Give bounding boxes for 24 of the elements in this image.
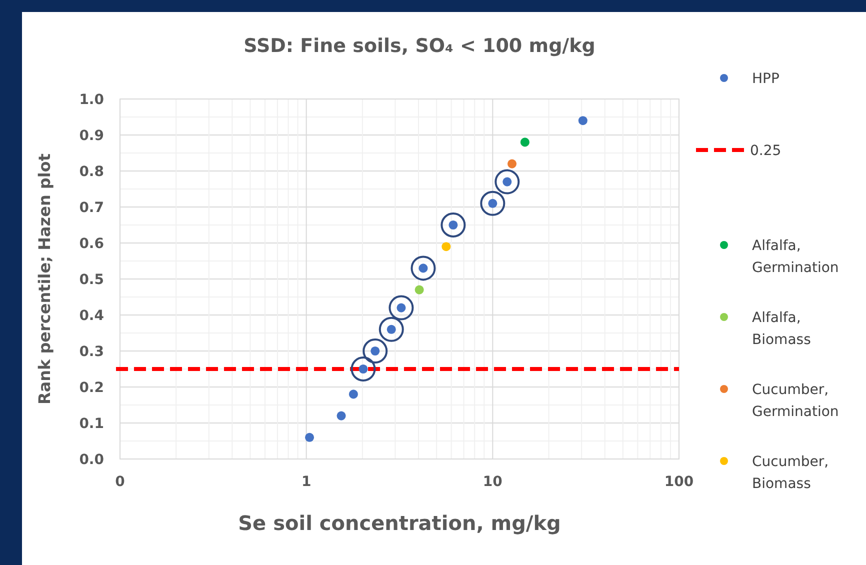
y-tick-label: 0.8 [79, 164, 104, 180]
y-tick-label: 0.0 [79, 452, 104, 468]
y-tick-label: 0.5 [79, 272, 104, 288]
y-tick-label: 0.2 [79, 380, 104, 396]
x-tick-label: 0 [115, 474, 126, 490]
y-tick-label: 0.3 [79, 344, 104, 360]
legend-label: Cucumber, Germination [752, 382, 839, 420]
legend-label: 0.25 [750, 143, 782, 159]
legend-label: Cucumber, Biomass [752, 454, 829, 492]
x-axis-title: Se soil concentration, mg/kg [238, 511, 561, 535]
legend-label: Alfalfa, Germination [752, 238, 839, 276]
y-tick-label: 0.9 [79, 128, 104, 144]
chart-title: SSD: Fine soils, SO₄ < 100 mg/kg [244, 35, 596, 57]
legend-label: Alfalfa, Biomass [752, 310, 811, 348]
x-tick-label: 100 [664, 474, 694, 490]
x-tick-label: 1 [301, 474, 312, 490]
y-tick-label: 0.6 [79, 236, 104, 252]
y-tick-label: 0.1 [79, 416, 104, 432]
y-tick-label: 0.7 [79, 200, 104, 216]
y-axis-title: Rank percentile; Hazen plot [35, 153, 54, 404]
y-tick-label: 1.0 [79, 92, 104, 108]
x-tick-label: 10 [482, 474, 503, 490]
legend-label: HPP [752, 71, 780, 87]
y-tick-label: 0.4 [79, 308, 104, 324]
